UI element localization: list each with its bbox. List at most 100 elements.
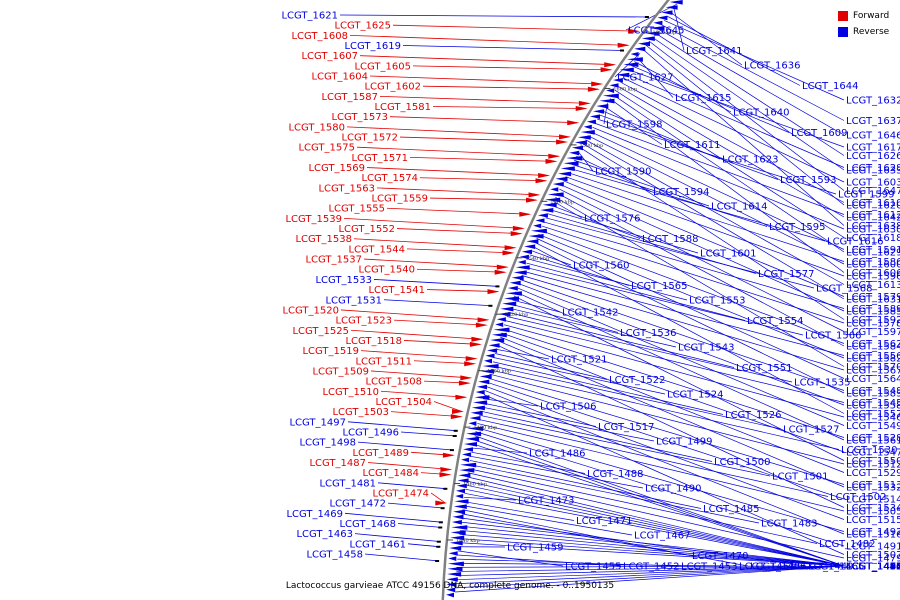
forward-gene (575, 106, 588, 111)
leader-line (353, 238, 515, 249)
gene-label: LCGT_1611 (664, 140, 721, 151)
leader-line (538, 233, 845, 359)
reverse-gene (590, 114, 600, 119)
tick-label: 1540 kbp (525, 256, 549, 262)
gene-label: LCGT_1601 (700, 249, 757, 260)
gene-label: LCGT_1547 (846, 448, 900, 459)
reverse-gene (447, 572, 462, 577)
gene-label: LCGT_1501 (772, 472, 829, 483)
gene-label: LCGT_1633 (846, 166, 900, 177)
leader-line (356, 146, 559, 157)
gene-label: LCGT_1534 (846, 503, 900, 514)
gene-label: LCGT_1485 (703, 504, 760, 515)
gene-label: LCGT_1477 (846, 562, 900, 573)
gene-label: LCGT_1607 (301, 51, 358, 62)
leader-line (475, 431, 845, 547)
legend-item-forward: Forward (838, 8, 889, 24)
leader-line (465, 488, 845, 567)
leader-line (488, 377, 845, 485)
gene-label: LCGT_1518 (345, 336, 402, 347)
gene-label: LCGT_1461 (349, 539, 406, 550)
gene-marker (443, 487, 448, 490)
gene-label: LCGT_1495 (846, 562, 900, 573)
gene-label: LCGT_1520 (282, 305, 339, 316)
gene-label: LCGT_1469 (286, 509, 343, 520)
forward-gene (548, 153, 561, 159)
gene-label: LCGT_1468 (339, 519, 396, 530)
leader-line (369, 75, 602, 85)
gene-label: LCGT_1572 (341, 133, 398, 144)
tick-label: 1580 kbp (580, 143, 604, 149)
gene-label: LCGT_1535 (794, 378, 851, 389)
leader-line (455, 565, 845, 585)
gene-label: LCGT_1537 (305, 255, 362, 266)
leader-line (521, 275, 845, 371)
legend-label-reverse: Reverse (853, 27, 890, 37)
gene-label: LCGT_1605 (354, 61, 411, 72)
reverse-gene (456, 488, 465, 494)
reverse-gene (526, 239, 539, 244)
leader-line (509, 307, 677, 348)
gene-label: LCGT_1497 (289, 417, 346, 428)
leader-line (617, 85, 845, 218)
leader-line (347, 421, 458, 432)
forward-gene (628, 28, 641, 34)
leader-line (340, 309, 488, 321)
gene-label: LCGT_1509 (312, 366, 369, 377)
leader-line (419, 177, 546, 182)
leader-line (412, 65, 611, 71)
leader-line (524, 266, 804, 336)
gene-label: LCGT_1645 (628, 26, 685, 37)
leader-line (563, 180, 845, 297)
reverse-gene (528, 234, 544, 239)
leader-line (501, 332, 845, 453)
gene-label: LCGT_1488 (587, 469, 644, 480)
legend-label-forward: Forward (853, 11, 890, 21)
leader-line (470, 455, 644, 489)
gene-label: LCGT_1475 (846, 562, 900, 573)
reverse-gene (446, 587, 456, 593)
leader-line (459, 529, 845, 567)
gene-label: LCGT_1551 (736, 363, 793, 374)
leader-line (465, 484, 845, 567)
reverse-gene (653, 20, 663, 26)
leader-line (490, 369, 840, 450)
forward-gene (471, 336, 484, 342)
leader-line (457, 554, 622, 567)
gene-label: LCGT_1599 (838, 190, 895, 201)
forward-gene (487, 289, 500, 295)
leader-line (383, 299, 493, 307)
reverse-gene (466, 431, 482, 437)
gene-label: LCGT_1506 (540, 402, 597, 413)
leader-line (459, 534, 845, 567)
reverse-gene (490, 338, 505, 343)
reverse-gene (467, 426, 484, 431)
forward-gene (567, 120, 580, 126)
gene-label: LCGT_1453 (681, 562, 738, 573)
leader-line (468, 468, 818, 544)
leader-line (455, 565, 845, 589)
reverse-gene (449, 546, 462, 551)
leader-line (604, 106, 663, 145)
reverse-gene (481, 369, 495, 374)
leader-line (464, 492, 845, 567)
forward-gene (591, 81, 604, 87)
leader-line (469, 460, 702, 509)
gene-label: LCGT_1614 (711, 202, 768, 213)
leader-line (523, 270, 845, 356)
leader-line (620, 81, 845, 203)
reverse-gene (482, 364, 499, 369)
leader-line (422, 85, 598, 90)
reverse-gene (542, 202, 557, 208)
leader-line (456, 565, 796, 568)
reverse-gene (563, 161, 579, 166)
gene-label: LCGT_1628 (846, 163, 900, 174)
gene-label: LCGT_1600 (846, 260, 900, 271)
reverse-gene (450, 530, 466, 535)
forward-gene (604, 62, 617, 68)
gene-label: LCGT_1473 (518, 496, 575, 507)
reverse-gene (641, 36, 655, 41)
gene-label: LCGT_1641 (686, 46, 743, 57)
leader-line (376, 187, 539, 196)
leader-line (651, 36, 845, 171)
